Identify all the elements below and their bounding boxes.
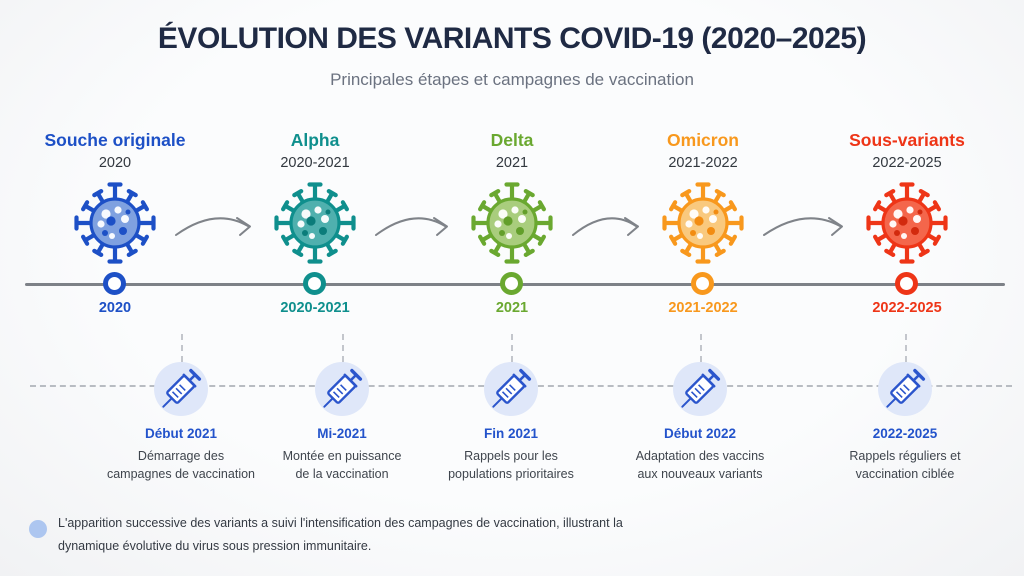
ring-marker-icon <box>895 272 918 295</box>
curved-arrow-icon <box>373 204 454 244</box>
variant-name: Sous-variants <box>849 130 965 150</box>
connector-dashed-line <box>905 334 907 362</box>
milestone-description-line1: Rappels réguliers et <box>849 449 961 463</box>
virus-icon <box>863 179 951 267</box>
milestone-description: Démarrage des campagnes de vaccination <box>86 447 276 483</box>
virus-icon <box>468 179 556 267</box>
milestone-description: Montée en puissance de la vaccination <box>247 447 437 483</box>
syringe-icon <box>672 361 728 417</box>
timeline-date-label: 2020 <box>98 300 132 316</box>
ring-marker-icon <box>500 272 523 295</box>
connector-dashed-line <box>700 334 702 362</box>
timeline-date-label: 2021 <box>495 300 529 316</box>
variant-period: 2021 <box>495 155 529 171</box>
milestone-block: 2022-2025 Rappels réguliers et vaccinati… <box>810 426 1000 483</box>
footer-note-text: L'apparition successive des variants a s… <box>58 516 623 553</box>
curved-arrow-icon <box>173 204 257 244</box>
variant-name: Alpha <box>290 130 340 150</box>
milestone-block: Début 2022 Adaptation des vaccins aux no… <box>605 426 795 483</box>
milestone-date: Fin 2021 <box>483 426 539 441</box>
curved-arrow-icon <box>761 204 849 244</box>
variant-period: 2022-2025 <box>872 155 942 171</box>
milestone-description-line2: populations prioritaires <box>448 467 574 482</box>
variant-name: Souche originale <box>44 130 186 150</box>
ring-marker-icon <box>303 272 326 295</box>
milestone-description-line2: aux nouveaux variants <box>637 467 763 482</box>
connector-dashed-line <box>511 334 513 362</box>
milestone-description-line2: campagnes de vaccination <box>106 467 255 482</box>
variant-column: Souche originale 2020 <box>25 130 205 272</box>
variant-period: 2021-2022 <box>668 155 738 171</box>
milestone-description-line1: Adaptation des vaccins <box>635 449 765 463</box>
variant-period: 2020-2021 <box>280 155 350 171</box>
milestone-description-line2: vaccination ciblée <box>855 467 955 482</box>
milestone-block: Fin 2021 Rappels pour les populations pr… <box>416 426 606 483</box>
syringe-icon <box>483 361 539 417</box>
milestone-date: Début 2021 <box>144 426 218 441</box>
milestone-date: Mi-2021 <box>317 426 367 441</box>
timeline-date-label: 2020-2021 <box>280 300 350 316</box>
variant-column: Sous-variants 2022-2025 <box>817 130 997 272</box>
milestone-description: Rappels réguliers et vaccination ciblée <box>810 447 1000 483</box>
connector-dashed-line <box>342 334 344 362</box>
variant-column: Omicron 2021-2022 <box>613 130 793 272</box>
syringe-icon <box>877 361 933 417</box>
virus-icon <box>71 179 159 267</box>
variant-name: Delta <box>490 130 534 150</box>
milestone-description-line1: Rappels pour les <box>464 449 558 463</box>
timeline-date-label: 2021-2022 <box>668 300 738 316</box>
milestone-block: Début 2021 Démarrage des campagnes de va… <box>86 426 276 483</box>
ring-marker-icon <box>103 272 126 295</box>
dot-bullet-icon <box>29 520 47 538</box>
milestone-date: Début 2022 <box>663 426 737 441</box>
milestone-block: Mi-2021 Montée en puissance de la vaccin… <box>247 426 437 483</box>
milestone-description-line1: Démarrage des <box>137 449 225 463</box>
variant-column: Delta 2021 <box>422 130 602 272</box>
curved-arrow-icon <box>570 204 645 244</box>
syringe-icon <box>153 361 209 417</box>
milestone-description: Adaptation des vaccins aux nouveaux vari… <box>605 447 795 483</box>
timeline-date-label: 2022-2025 <box>872 300 942 316</box>
variant-column: Alpha 2020-2021 <box>225 130 405 272</box>
virus-icon <box>271 179 359 267</box>
syringe-icon <box>314 361 370 417</box>
milestone-description-line1: Montée en puissance <box>282 449 402 463</box>
virus-icon <box>659 179 747 267</box>
page-title: ÉVOLUTION DES VARIANTS COVID-19 (2020–20… <box>157 22 867 55</box>
milestone-date: 2022-2025 <box>872 426 938 441</box>
page-subtitle: Principales étapes et campagnes de vacci… <box>330 70 694 89</box>
variant-period: 2020 <box>98 155 132 171</box>
ring-marker-icon <box>691 272 714 295</box>
connector-dashed-line <box>181 334 183 362</box>
milestone-description-line2: de la vaccination <box>295 467 389 482</box>
variant-name: Omicron <box>667 130 739 150</box>
milestone-description: Rappels pour les populations prioritaire… <box>416 447 606 483</box>
